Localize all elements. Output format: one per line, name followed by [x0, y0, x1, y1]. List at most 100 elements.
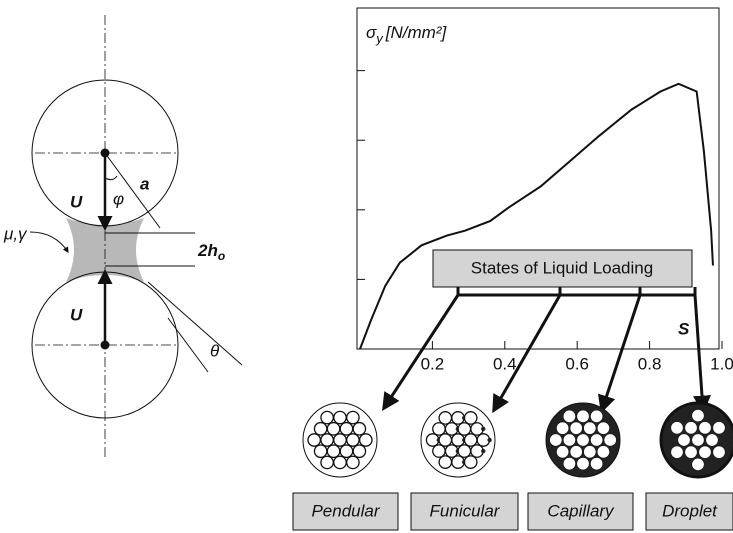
particle	[465, 456, 477, 468]
particle	[570, 446, 582, 458]
particle	[433, 423, 445, 435]
particle	[570, 422, 582, 434]
x-tick-label: 0.2	[421, 354, 445, 373]
particle	[439, 456, 451, 468]
particle	[550, 434, 562, 446]
particle	[321, 411, 333, 423]
connector	[458, 287, 695, 295]
particle	[692, 434, 704, 446]
liquid	[481, 427, 485, 431]
annotation: States of Liquid Loading	[471, 258, 653, 277]
particle	[347, 456, 359, 468]
state-label: Droplet	[662, 501, 718, 520]
x-axis-label: S	[678, 319, 690, 338]
particle	[327, 423, 339, 435]
particle	[584, 422, 596, 434]
particle	[597, 422, 609, 434]
x-tick-label: 0.8	[638, 354, 662, 373]
particle	[314, 423, 326, 435]
particle	[465, 412, 477, 424]
particle	[699, 422, 711, 434]
figure: U U a φ μ,γ 2ho θ σy[N/mm²] S States of …	[0, 0, 733, 533]
particle	[713, 422, 725, 434]
particle	[685, 422, 697, 434]
state-arrow	[384, 295, 458, 408]
x-tick-label: 1.0	[710, 354, 733, 373]
particle	[327, 445, 339, 457]
data-line	[360, 84, 713, 349]
state-arrow	[494, 295, 560, 410]
sphere-diagram	[30, 15, 242, 460]
particle	[347, 411, 359, 423]
particle	[584, 446, 596, 458]
x-tick-label: 0.6	[565, 354, 589, 373]
particle	[577, 457, 589, 469]
particle	[458, 423, 470, 435]
particle	[439, 434, 451, 446]
particle	[685, 446, 697, 458]
center-dot	[101, 341, 109, 349]
particle	[334, 411, 346, 423]
liquid	[487, 438, 491, 442]
particle	[360, 434, 372, 446]
y-unit: [N/mm²]	[385, 23, 448, 42]
particle	[590, 410, 602, 422]
states: Pendular Funicular Capillary Droplet	[293, 287, 733, 530]
particle	[563, 410, 575, 422]
particle	[597, 446, 609, 458]
particle	[556, 422, 568, 434]
state-arrow	[602, 295, 640, 410]
particle	[321, 456, 333, 468]
liquid	[481, 449, 485, 453]
particle	[433, 445, 445, 457]
particle	[347, 434, 359, 446]
tangent-line	[148, 282, 242, 365]
particle	[334, 456, 346, 468]
particle	[556, 446, 568, 458]
y-axis-label: σy[N/mm²]	[366, 23, 447, 46]
angle-arc	[105, 176, 117, 180]
particle	[334, 434, 346, 446]
x-tick-label: 0.4	[493, 354, 517, 373]
state-label: Funicular	[430, 501, 501, 520]
particle	[604, 434, 616, 446]
particle	[314, 445, 326, 457]
particle	[706, 434, 718, 446]
particle	[439, 412, 451, 424]
fluid-label: μ,γ	[3, 224, 28, 243]
particle	[321, 434, 333, 446]
particle	[671, 422, 683, 434]
particle	[577, 410, 589, 422]
state-arrow	[695, 295, 703, 410]
particle	[590, 434, 602, 446]
plot-frame	[357, 8, 719, 349]
y-label-sub: y	[375, 31, 384, 46]
center-dot	[101, 149, 109, 157]
particle	[465, 434, 477, 446]
particle	[563, 457, 575, 469]
angle-label: θ	[210, 341, 220, 360]
particle	[353, 423, 365, 435]
gap-text: 2h	[197, 241, 218, 260]
page: U U a φ μ,γ 2ho θ σy[N/mm²] S States of …	[0, 0, 733, 533]
force-label: U	[70, 192, 83, 211]
particle	[340, 423, 352, 435]
particle	[340, 445, 352, 457]
particle	[692, 458, 704, 470]
particle	[692, 409, 704, 421]
state-label: Pendular	[311, 501, 380, 520]
particle	[308, 434, 320, 446]
particle	[353, 445, 365, 457]
angle-label: φ	[113, 189, 124, 208]
particle	[699, 446, 711, 458]
radius-label: a	[140, 174, 149, 193]
particle	[678, 434, 690, 446]
particle	[458, 445, 470, 457]
particle	[671, 446, 683, 458]
particle	[713, 446, 725, 458]
pointer	[30, 232, 68, 252]
particle	[590, 457, 602, 469]
state-label: Capillary	[547, 501, 615, 520]
force-label: U	[70, 305, 83, 324]
particle	[563, 434, 575, 446]
